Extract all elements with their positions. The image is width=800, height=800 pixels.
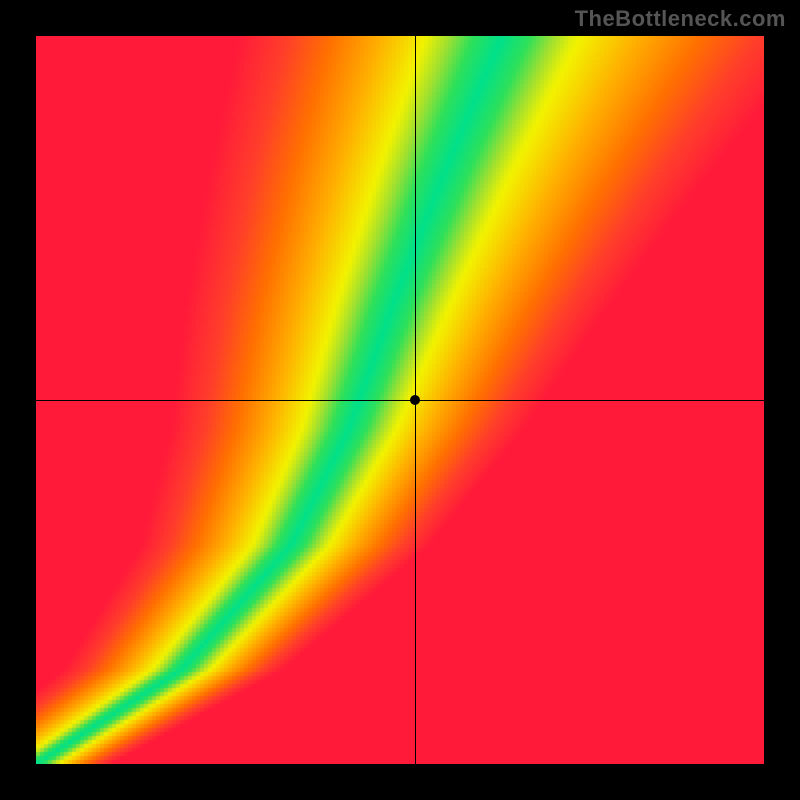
crosshair-horizontal xyxy=(36,400,764,401)
watermark-text: TheBottleneck.com xyxy=(575,6,786,32)
crosshair-dot xyxy=(410,395,420,405)
bottleneck-heatmap xyxy=(36,36,764,764)
